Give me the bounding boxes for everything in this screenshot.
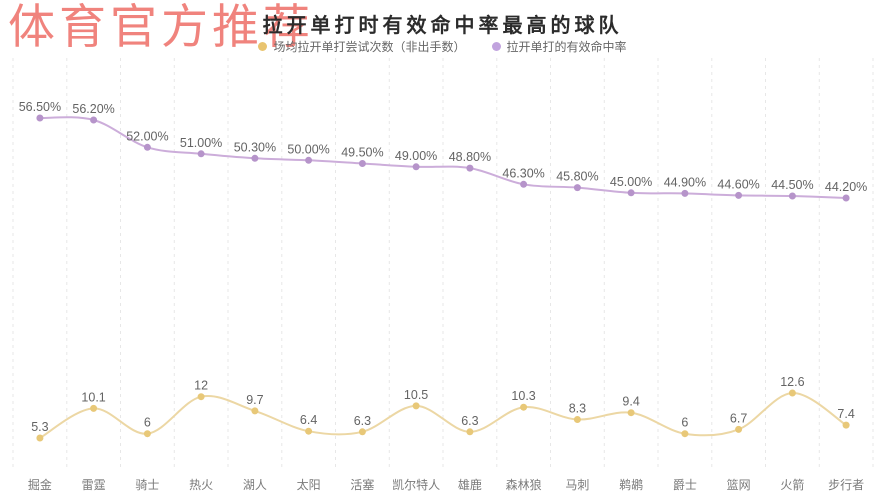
data-point-label: 12 bbox=[194, 379, 208, 393]
data-point-label: 6 bbox=[681, 416, 688, 430]
data-point-marker[interactable] bbox=[143, 430, 151, 438]
data-point-marker[interactable] bbox=[842, 194, 850, 202]
data-point-marker[interactable] bbox=[627, 409, 635, 417]
legend-item-attempts[interactable]: 场均拉开单打尝试次数（非出手数） bbox=[258, 38, 466, 55]
data-point-label: 44.90% bbox=[664, 175, 706, 189]
data-point-label: 10.5 bbox=[404, 388, 428, 402]
data-point-marker[interactable] bbox=[627, 189, 635, 197]
data-point-marker[interactable] bbox=[466, 428, 474, 436]
data-point-marker[interactable] bbox=[90, 116, 98, 124]
data-point-marker[interactable] bbox=[412, 402, 420, 410]
data-point-label: 12.6 bbox=[780, 375, 804, 389]
data-point-marker[interactable] bbox=[842, 421, 850, 429]
legend-dot-icon bbox=[491, 42, 501, 51]
data-point-marker[interactable] bbox=[573, 184, 581, 192]
data-point-marker[interactable] bbox=[412, 163, 420, 171]
data-point-marker[interactable] bbox=[36, 434, 44, 442]
x-axis-label: 湖人 bbox=[243, 477, 267, 492]
data-point-label: 50.00% bbox=[287, 142, 329, 156]
data-point-marker[interactable] bbox=[197, 393, 205, 401]
data-point-marker[interactable] bbox=[573, 416, 581, 423]
data-point-marker[interactable] bbox=[251, 154, 259, 162]
x-axis-label: 爵士 bbox=[673, 478, 697, 492]
data-point-label: 51.00% bbox=[180, 136, 222, 150]
x-axis-label: 活塞 bbox=[350, 477, 374, 492]
series-line-attempts bbox=[39, 391, 847, 439]
x-axis-label: 太阳 bbox=[297, 477, 321, 492]
data-point-label: 48.80% bbox=[449, 150, 491, 164]
data-point-label: 6.3 bbox=[354, 414, 371, 428]
x-axis-label: 步行者 bbox=[828, 478, 864, 492]
data-point-label: 46.30% bbox=[502, 166, 544, 180]
data-point-marker[interactable] bbox=[681, 189, 689, 197]
x-axis-label: 热火 bbox=[189, 478, 213, 492]
legend-label-attempts: 场均拉开单打尝试次数（非出手数） bbox=[273, 40, 466, 54]
x-axis-label: 雄鹿 bbox=[458, 477, 482, 492]
chart-title: 拉开单打时有效命中率最高的球队 bbox=[262, 15, 623, 37]
data-point-label: 44.50% bbox=[771, 178, 813, 192]
data-point-label: 6 bbox=[144, 416, 151, 430]
data-point-label: 44.60% bbox=[717, 177, 759, 191]
data-point-label: 7.4 bbox=[837, 407, 854, 421]
data-point-label: 45.00% bbox=[610, 175, 652, 189]
data-point-marker[interactable] bbox=[466, 164, 474, 172]
data-point-label: 50.30% bbox=[234, 140, 276, 154]
data-point-label: 6.7 bbox=[730, 411, 747, 425]
data-point-label: 45.80% bbox=[556, 170, 598, 184]
data-point-label: 6.4 bbox=[300, 413, 317, 427]
x-axis-label: 篮网 bbox=[727, 477, 751, 492]
data-point-label: 10.3 bbox=[511, 389, 535, 403]
data-point-marker[interactable] bbox=[358, 428, 366, 436]
data-point-label: 9.4 bbox=[622, 395, 639, 409]
data-point-label: 5.3 bbox=[31, 420, 48, 434]
chart-legend: 场均拉开单打尝试次数（非出手数） 拉开单打的有效命中率 bbox=[0, 38, 885, 55]
data-point-marker[interactable] bbox=[143, 143, 151, 151]
x-axis-label: 骑士 bbox=[135, 478, 159, 492]
data-point-marker[interactable] bbox=[788, 389, 796, 397]
data-point-label: 49.50% bbox=[341, 146, 383, 160]
x-axis-label: 马刺 bbox=[565, 478, 589, 492]
data-point-marker[interactable] bbox=[735, 191, 743, 199]
x-axis-label: 森林狼 bbox=[506, 477, 542, 492]
data-point-marker[interactable] bbox=[735, 425, 743, 433]
data-point-marker[interactable] bbox=[36, 114, 44, 122]
data-point-label: 9.7 bbox=[246, 393, 263, 407]
data-point-marker[interactable] bbox=[251, 407, 259, 415]
data-point-label: 10.1 bbox=[81, 390, 105, 404]
x-axis-label: 火箭 bbox=[780, 477, 804, 492]
data-point-marker[interactable] bbox=[520, 180, 528, 188]
data-point-label: 56.50% bbox=[19, 100, 61, 114]
legend-item-efg[interactable]: 拉开单打的有效命中率 bbox=[491, 38, 627, 55]
data-point-label: 44.20% bbox=[825, 180, 867, 194]
data-point-marker[interactable] bbox=[305, 427, 313, 435]
data-point-marker[interactable] bbox=[681, 430, 689, 438]
data-point-label: 49.00% bbox=[395, 149, 437, 163]
data-point-marker[interactable] bbox=[358, 160, 366, 167]
data-point-marker[interactable] bbox=[520, 403, 528, 411]
data-point-label: 52.00% bbox=[126, 129, 168, 143]
x-axis-label: 掘金 bbox=[28, 477, 52, 492]
data-point-marker[interactable] bbox=[90, 404, 98, 412]
x-axis-label: 鹈鹕 bbox=[619, 477, 643, 492]
data-point-marker[interactable] bbox=[788, 192, 796, 200]
data-point-marker[interactable] bbox=[305, 156, 313, 164]
legend-dot-icon bbox=[258, 42, 268, 51]
data-point-marker[interactable] bbox=[197, 150, 205, 158]
x-axis-label: 雷霆 bbox=[82, 478, 106, 492]
data-point-label: 8.3 bbox=[569, 402, 586, 416]
x-axis-label: 凯尔特人 bbox=[392, 477, 440, 492]
legend-label-efg: 拉开单打的有效命中率 bbox=[506, 40, 627, 54]
data-point-label: 6.3 bbox=[461, 414, 478, 428]
data-point-label: 56.20% bbox=[72, 102, 114, 116]
series-line-efg bbox=[39, 116, 847, 199]
